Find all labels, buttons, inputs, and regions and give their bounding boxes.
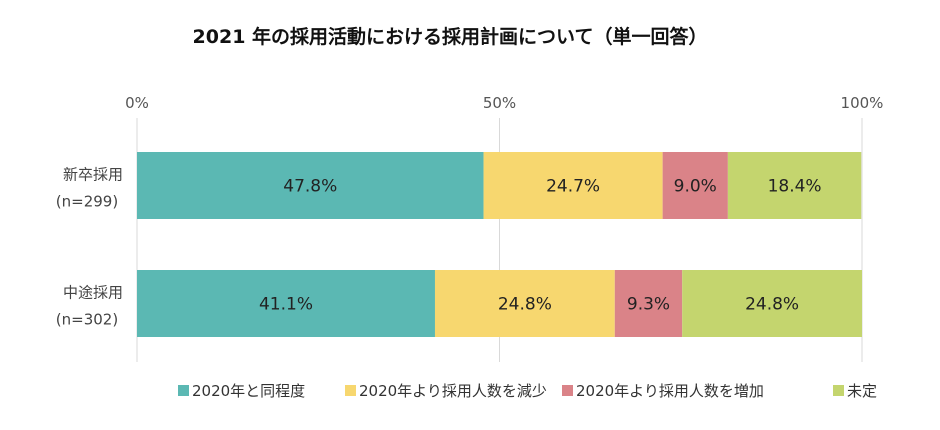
legend-swatch-3 [562, 385, 573, 396]
legend-swatch-2 [345, 385, 356, 396]
legend-swatch-4 [833, 385, 844, 396]
bar-1-segment-1 [137, 152, 484, 219]
tick-label-100: 100% [841, 94, 884, 112]
data-label-2-1: 41.1% [259, 295, 313, 315]
legend-swatch-1 [178, 385, 189, 396]
bar-1-segment-4 [727, 152, 862, 219]
legend: 2020年と同程度 2020年より採用人数を減少 2020年より採用人数を増加 未定 [178, 382, 877, 400]
category-labels: 新卒採用 (n=299) 中途採用 (n=302) [56, 166, 123, 329]
data-label-2-4: 24.8% [745, 295, 799, 315]
legend-label-4: 未定 [847, 382, 877, 400]
bar-1-segment-3 [662, 152, 728, 219]
tick-label-50: 50% [483, 94, 516, 112]
category-label-2: 中途採用 [63, 284, 123, 302]
bar-2-segment-1 [137, 270, 435, 337]
category-n-1: (n=299) [56, 193, 118, 211]
legend-label-3: 2020年より採用人数を増加 [576, 382, 764, 400]
data-label-1-1: 47.8% [283, 177, 337, 197]
chart-title: 2021 年の採用活動における採用計画について（単一回答） [192, 26, 708, 48]
bars-layer: 47.8% 24.7% 9.0% 18.4% 41.1% 24.8% 9.3% 24.8% [137, 152, 862, 337]
category-n-2: (n=302) [56, 311, 118, 329]
data-label-1-4: 18.4% [768, 177, 822, 197]
bar-2-segment-2 [434, 270, 615, 337]
bar-2-segment-3 [614, 270, 683, 337]
data-label-2-2: 24.8% [498, 295, 552, 315]
legend-label-2: 2020年より採用人数を減少 [359, 382, 547, 400]
data-label-1-2: 24.7% [546, 177, 600, 197]
legend-label-1: 2020年と同程度 [192, 382, 305, 400]
data-label-2-3: 9.3% [627, 295, 670, 315]
bar-2-segment-4 [682, 270, 862, 337]
category-label-1: 新卒採用 [63, 166, 123, 184]
tick-label-0: 0% [125, 94, 149, 112]
bar-1-segment-2 [483, 152, 663, 219]
data-label-1-3: 9.0% [674, 177, 717, 197]
